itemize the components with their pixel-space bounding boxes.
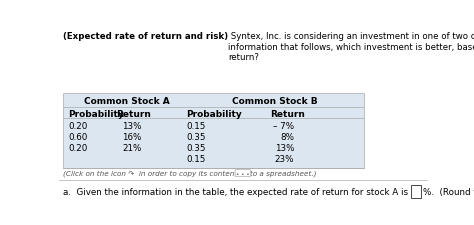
Text: 0.20: 0.20 [68, 122, 88, 131]
Text: 0.15: 0.15 [186, 155, 205, 164]
Text: a.  Given the information in the table, the expected rate of return for stock A : a. Given the information in the table, t… [63, 187, 411, 196]
Text: 21%: 21% [122, 144, 142, 153]
Text: 0.60: 0.60 [68, 133, 88, 142]
Text: Return: Return [116, 109, 151, 118]
Text: Syntex, Inc. is considering an investment in one of two common stocks.  Given th: Syntex, Inc. is considering an investmen… [228, 32, 474, 62]
Text: 8%: 8% [280, 133, 294, 142]
Text: Probability: Probability [68, 109, 124, 118]
Text: 16%: 16% [122, 133, 142, 142]
Text: (Expected rate of return and risk): (Expected rate of return and risk) [63, 32, 228, 41]
Text: Common Stock A: Common Stock A [84, 97, 170, 106]
Text: 0.15: 0.15 [186, 122, 205, 131]
Text: %.  (Round to two decimal places.): %. (Round to two decimal places.) [423, 187, 474, 196]
Text: 23%: 23% [275, 155, 294, 164]
FancyBboxPatch shape [63, 94, 364, 168]
FancyBboxPatch shape [411, 185, 421, 198]
Text: Probability: Probability [186, 109, 242, 118]
Text: 13%: 13% [275, 144, 294, 153]
Text: 0.35: 0.35 [186, 144, 206, 153]
Text: 0.20: 0.20 [68, 144, 88, 153]
Text: 13%: 13% [122, 122, 142, 131]
Text: Return: Return [271, 109, 305, 118]
Text: (Click on the icon ↷  in order to copy its contents into a spreadsheet.): (Click on the icon ↷ in order to copy it… [63, 170, 317, 176]
Text: – 7%: – 7% [273, 122, 294, 131]
Text: 0.35: 0.35 [186, 133, 206, 142]
Text: • • •: • • • [236, 171, 250, 176]
Text: Common Stock B: Common Stock B [232, 97, 318, 106]
